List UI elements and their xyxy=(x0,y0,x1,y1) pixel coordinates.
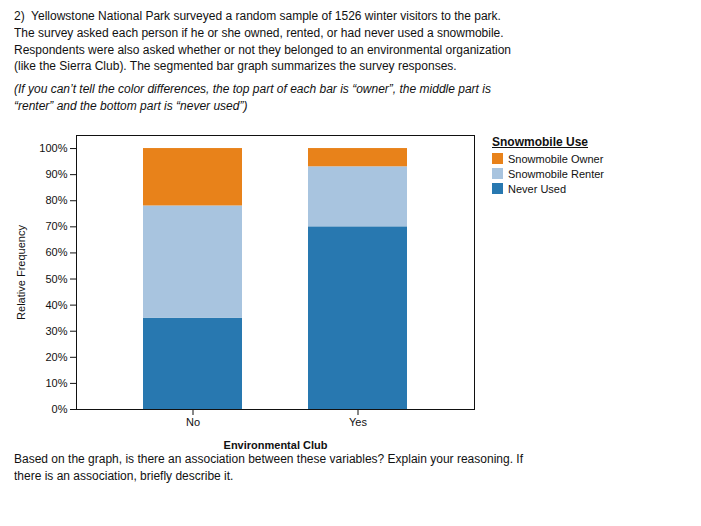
svg-text:Environmental Club: Environmental Club xyxy=(224,438,328,450)
svg-text:50%: 50% xyxy=(45,272,67,284)
html-text:Snowmobile Owner: Snowmobile Owner xyxy=(508,152,604,165)
svg-text:20%: 20% xyxy=(45,351,67,363)
svg-text:40%: 40% xyxy=(45,298,67,310)
html-text:Snowmobile Use: Snowmobile Use xyxy=(492,134,588,149)
svg-text:100%: 100% xyxy=(39,142,67,154)
svg-text:70%: 70% xyxy=(45,220,67,232)
svg-text:0%: 0% xyxy=(52,403,68,415)
svg-text:Relative Frequency: Relative Frequency xyxy=(15,224,27,319)
html-text:Snowmobile Renter: Snowmobile Renter xyxy=(508,167,604,180)
html-text:Never Used: Never Used xyxy=(508,182,567,195)
svg-text:30%: 30% xyxy=(45,325,67,337)
html-text:2) Yellowstone National Park s: 2) Yellowstone National Park surveyed a … xyxy=(14,9,511,74)
svg-text:No: No xyxy=(186,416,200,428)
svg-text:60%: 60% xyxy=(45,246,67,258)
html-text:(If you can’t tell the color d: (If you can’t tell the color differences… xyxy=(14,82,491,113)
svg-text:Yes: Yes xyxy=(349,416,367,428)
html-text:Based on the graph, is there a: Based on the graph, is there an associat… xyxy=(14,451,523,483)
svg-text:10%: 10% xyxy=(45,377,67,389)
svg-text:90%: 90% xyxy=(45,168,67,180)
svg-text:80%: 80% xyxy=(45,194,67,206)
